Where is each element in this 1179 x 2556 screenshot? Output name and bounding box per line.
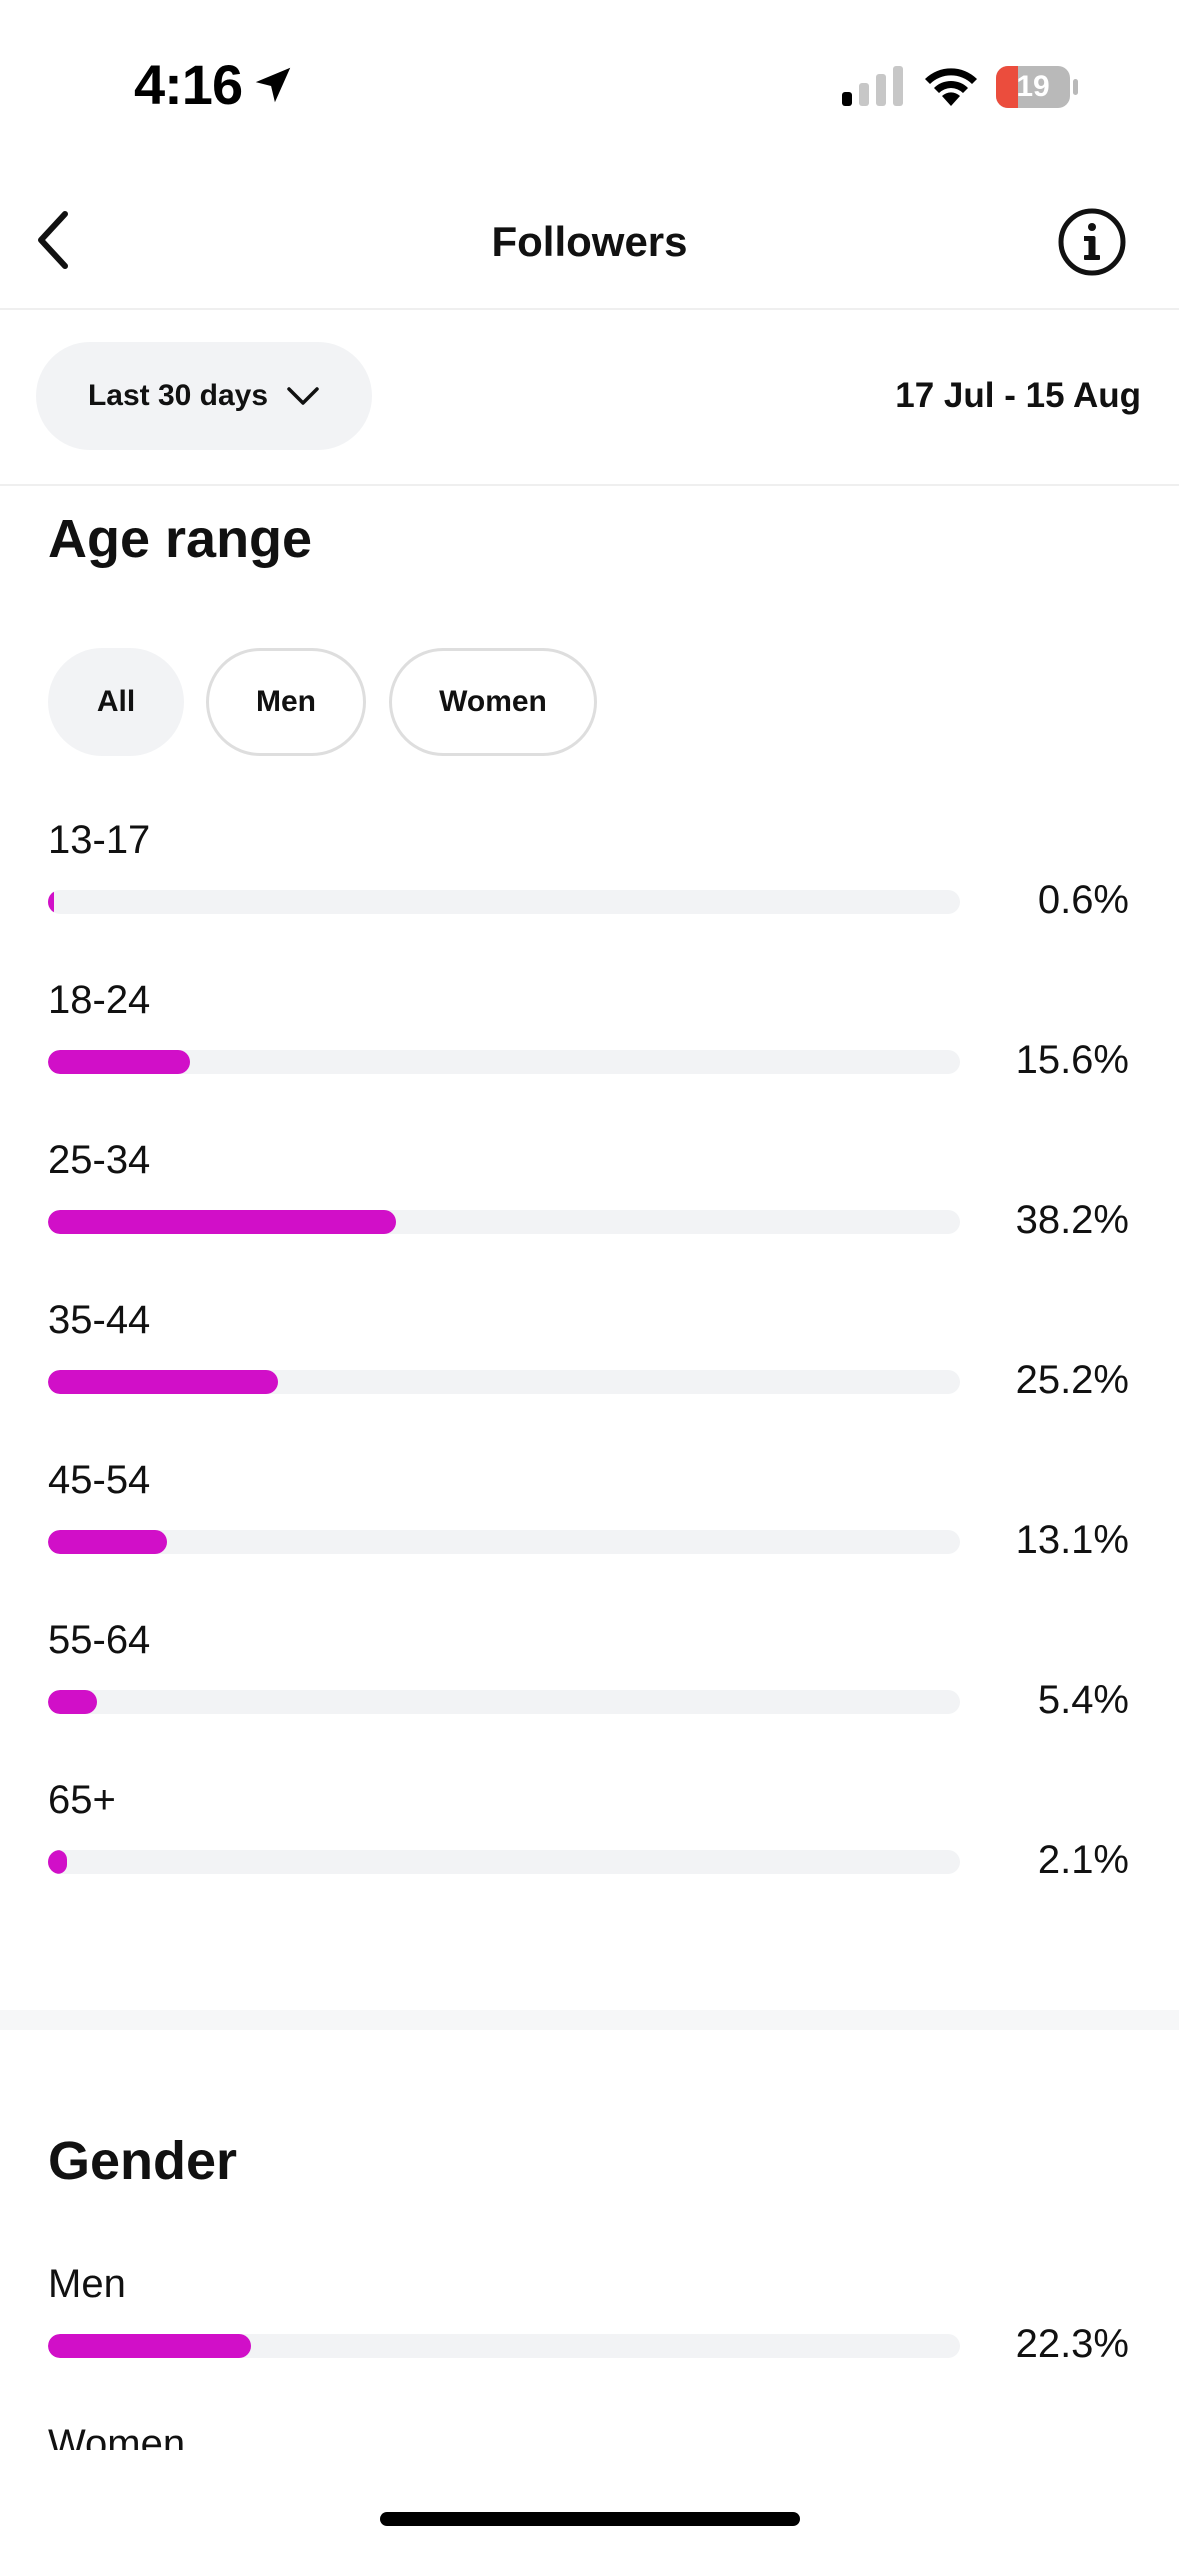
chevron-down-icon xyxy=(287,387,319,405)
battery-level: 19 xyxy=(1016,70,1050,103)
status-time: 4:16 xyxy=(134,53,243,116)
gender-row-value: 22.3% xyxy=(1015,2322,1129,2366)
bar-track xyxy=(48,1690,960,1714)
bar-fill xyxy=(48,1210,396,1234)
bar-fill xyxy=(48,890,54,914)
gender-row-label: Men xyxy=(48,2262,126,2306)
signal-icon xyxy=(842,66,903,106)
age-row-35-44: 35-44 25.2% xyxy=(0,1298,1179,1438)
chip-men-label: Men xyxy=(256,685,316,718)
chip-all-label: All xyxy=(96,685,136,718)
bar-fill xyxy=(48,1050,190,1074)
battery-icon: 19 xyxy=(996,66,1078,108)
age-row-label: 45-54 xyxy=(48,1458,151,1502)
age-row-value: 2.1% xyxy=(1037,1838,1129,1882)
period-dropdown[interactable]: Last 30 days xyxy=(36,342,372,450)
age-row-value: 5.4% xyxy=(1037,1678,1129,1722)
bar-fill xyxy=(48,1850,67,1874)
age-row-value: 0.6% xyxy=(1037,878,1129,922)
age-row-label: 35-44 xyxy=(48,1298,151,1342)
bar-track xyxy=(48,1370,960,1394)
nav-bar: Followers xyxy=(0,170,1179,310)
gender-row-men: Men 22.3% xyxy=(0,2262,1179,2402)
bar-fill xyxy=(48,1690,97,1714)
chip-men[interactable]: Men xyxy=(206,648,366,756)
age-row-55-64: 55-64 5.4% xyxy=(0,1618,1179,1758)
age-row-value: 25.2% xyxy=(1015,1358,1129,1402)
filter-row: Last 30 days 17 Jul - 15 Aug xyxy=(0,312,1179,486)
age-row-label: 18-24 xyxy=(48,978,151,1022)
age-row-18-24: 18-24 15.6% xyxy=(0,978,1179,1118)
age-row-65-plus: 65+ 2.1% xyxy=(0,1778,1179,1918)
bar-track xyxy=(48,1850,960,1874)
age-row-value: 13.1% xyxy=(1015,1518,1129,1562)
age-row-label: 55-64 xyxy=(48,1618,151,1662)
age-row-label: 65+ xyxy=(48,1778,116,1822)
bar-fill xyxy=(48,1530,167,1554)
chip-women[interactable]: Women xyxy=(389,648,597,756)
home-indicator[interactable] xyxy=(380,2512,800,2526)
bar-track xyxy=(48,1530,960,1554)
location-arrow-icon xyxy=(255,67,291,102)
section-divider xyxy=(0,2010,1179,2030)
info-icon[interactable] xyxy=(1056,206,1128,278)
bar-track xyxy=(48,1050,960,1074)
bar-fill xyxy=(48,1370,278,1394)
chip-all[interactable]: All xyxy=(48,648,184,756)
bar-track xyxy=(48,1210,960,1234)
bar-track xyxy=(48,890,960,914)
chip-women-label: Women xyxy=(439,685,547,718)
back-button[interactable] xyxy=(18,200,88,280)
age-row-45-54: 45-54 13.1% xyxy=(0,1458,1179,1598)
age-row-label: 25-34 xyxy=(48,1138,151,1182)
date-range: 17 Jul - 15 Aug xyxy=(895,376,1141,415)
age-range-title: Age range xyxy=(48,509,313,569)
bar-track xyxy=(48,2334,960,2358)
bottom-safe-area xyxy=(0,2450,1179,2556)
status-bar: 4:16 19 xyxy=(0,0,1179,170)
gender-title: Gender xyxy=(48,2131,238,2191)
age-row-25-34: 25-34 38.2% xyxy=(0,1138,1179,1278)
age-row-13-17: 13-17 0.6% xyxy=(0,818,1179,958)
age-row-value: 15.6% xyxy=(1015,1038,1129,1082)
bar-fill xyxy=(48,2334,251,2358)
age-row-label: 13-17 xyxy=(48,818,151,862)
age-row-value: 38.2% xyxy=(1015,1198,1129,1242)
page-title: Followers xyxy=(491,218,688,265)
wifi-icon xyxy=(925,68,977,106)
status-time-group: 4:16 xyxy=(134,52,296,117)
period-dropdown-label: Last 30 days xyxy=(87,379,269,412)
chevron-left-icon xyxy=(38,211,68,269)
